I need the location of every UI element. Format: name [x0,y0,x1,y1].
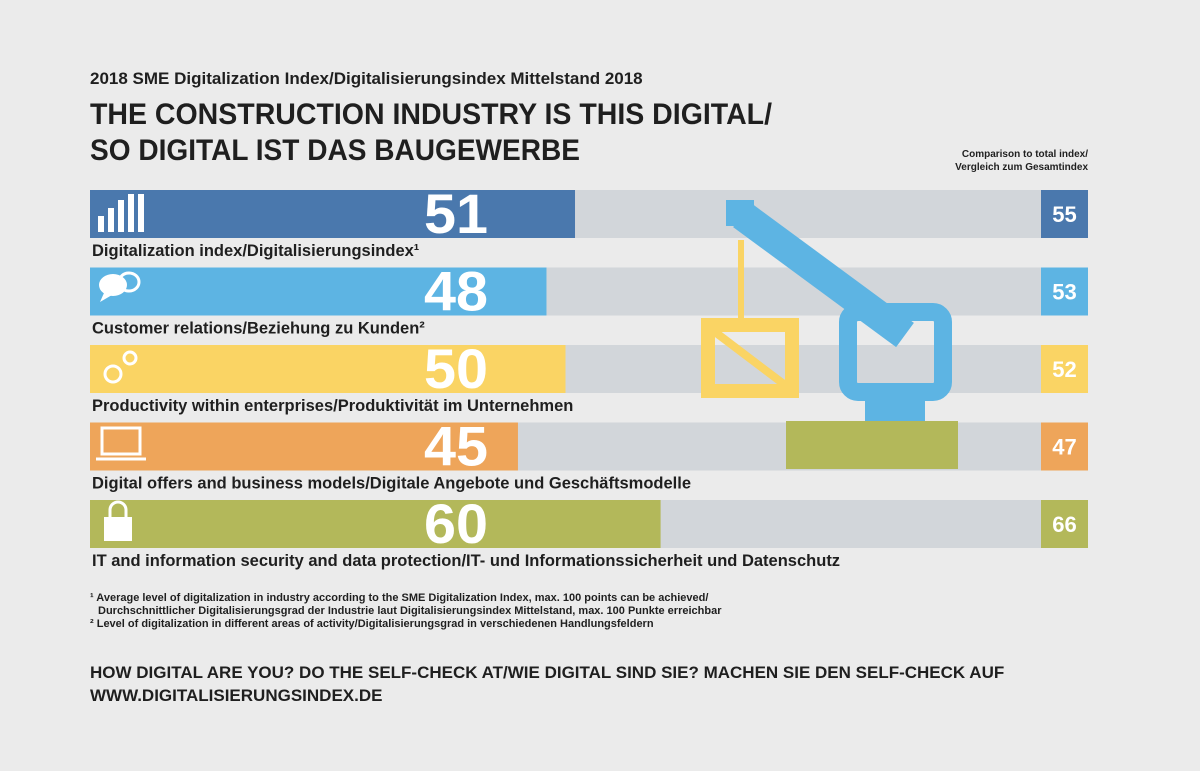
crane-column [865,392,925,422]
crane-hook [701,318,799,398]
icon-lock [104,500,132,541]
footnote: ² Level of digitalization in different a… [90,618,654,630]
category-label: Digitalization index/Digitalisierungsind… [92,242,419,260]
icon-laptop [96,426,146,461]
crane-illustration [701,200,958,469]
call-to-action: WWW.DIGITALISIERUNGSINDEX.DE [90,686,382,705]
comparison-value: 66 [1052,512,1076,537]
value-label: 48 [424,260,488,323]
bar [90,267,547,316]
value-label: 60 [424,492,488,555]
crane-base [786,421,958,469]
title-line: THE CONSTRUCTION INDUSTRY IS THIS DIGITA… [90,98,773,131]
supertitle: 2018 SME Digitalization Index/Digitalisi… [90,69,643,88]
value-label: 51 [424,182,488,245]
bar [90,500,661,548]
comparison-box [1041,345,1088,393]
comparison-box [1041,500,1088,548]
category-label: IT and information security and data pro… [92,552,840,570]
bar [90,345,566,393]
crane-hook-brace [712,328,788,389]
value-label: 45 [424,415,488,478]
icon-gears [103,350,138,384]
comparison-value: 53 [1052,280,1076,305]
category-label: Productivity within enterprises/Produkti… [92,397,573,415]
value-label: 50 [424,337,488,400]
footnote: ¹ Average level of digitalization in ind… [90,592,708,604]
notes: ¹ Average level of digitalization in ind… [90,592,1004,705]
comparison-label: Vergleich zum Gesamtindex [955,162,1088,173]
comparison-label: Comparison to total index/ [962,149,1088,160]
title-line: SO DIGITAL IST DAS BAUGEWERBE [90,134,580,167]
comparison-box [1041,190,1088,238]
call-to-action: HOW DIGITAL ARE YOU? DO THE SELF-CHECK A… [90,663,1004,682]
icon-speech [99,271,141,302]
footnote: Durchschnittlicher Digitalisierungsgrad … [98,605,722,617]
comparison-value: 55 [1052,202,1076,227]
bars: 51 55 Digitalization index/Digitalisierung… [90,182,1088,570]
icons [96,194,146,541]
category-label: Digital offers and business models/Digit… [92,475,691,493]
bar [90,190,576,238]
comparison-box [1041,422,1088,471]
comparison-box [1041,267,1088,316]
crane-tip [726,200,754,226]
icon-chart [98,194,144,232]
category-label: Customer relations/Beziehung zu Kunden² [92,320,425,338]
comparison-value: 52 [1052,357,1076,382]
comparison-value: 47 [1052,435,1076,460]
bar [90,422,518,471]
